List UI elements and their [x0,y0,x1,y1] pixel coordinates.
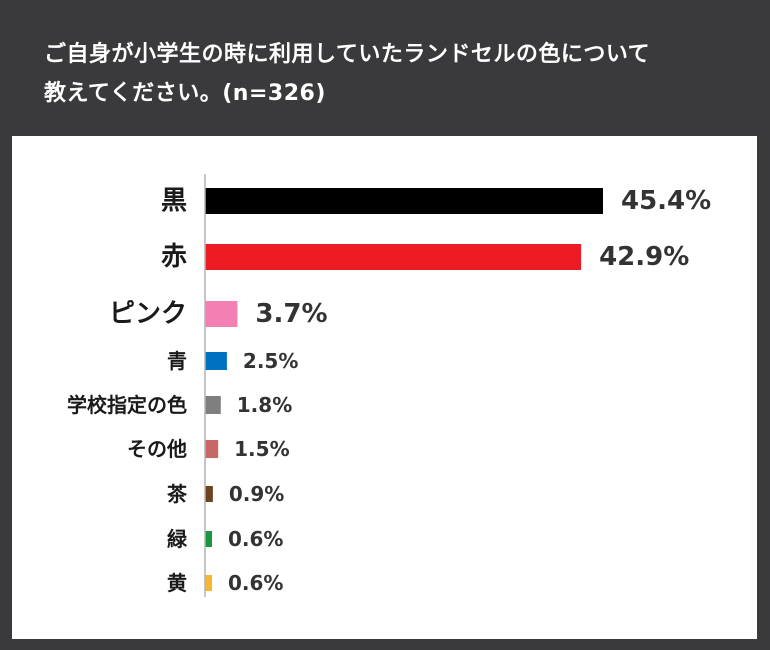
category-label-5: その他 [127,437,187,461]
value-label-5: 1.5% [234,437,289,461]
value-label-6: 0.9% [229,482,284,506]
category-label-0: 黒 [161,186,187,216]
value-label-0: 45.4% [621,186,711,216]
bar-6 [205,486,213,502]
bar-7 [205,531,212,547]
bar-4 [205,396,221,414]
category-label-7: 緑 [167,527,188,551]
category-label-1: 赤 [161,242,187,272]
bar-0 [205,188,603,214]
chart-header: ご自身が小学生の時に利用していたランドセルの色について 教えてください。(n=3… [0,0,770,136]
bar-1 [205,244,582,270]
value-label-1: 42.9% [599,242,689,272]
category-label-2: ピンク [109,299,187,329]
chart-panel [12,136,757,639]
category-label-8: 黄 [167,571,187,595]
bar-2 [205,301,238,327]
category-label-4: 学校指定の色 [67,393,187,417]
value-label-2: 3.7% [255,299,327,329]
category-label-6: 茶 [167,482,188,506]
value-label-7: 0.6% [228,527,283,551]
bar-8 [205,575,212,591]
chart-title-line-2: 教えてください。(n=326) [44,81,326,106]
category-label-3: 青 [167,349,187,373]
bar-3 [205,352,227,370]
bar-5 [205,440,219,458]
value-label-4: 1.8% [237,393,292,417]
value-label-8: 0.6% [228,571,283,595]
chart-title-line-1: ご自身が小学生の時に利用していたランドセルの色について [44,42,651,67]
value-label-3: 2.5% [243,349,298,373]
